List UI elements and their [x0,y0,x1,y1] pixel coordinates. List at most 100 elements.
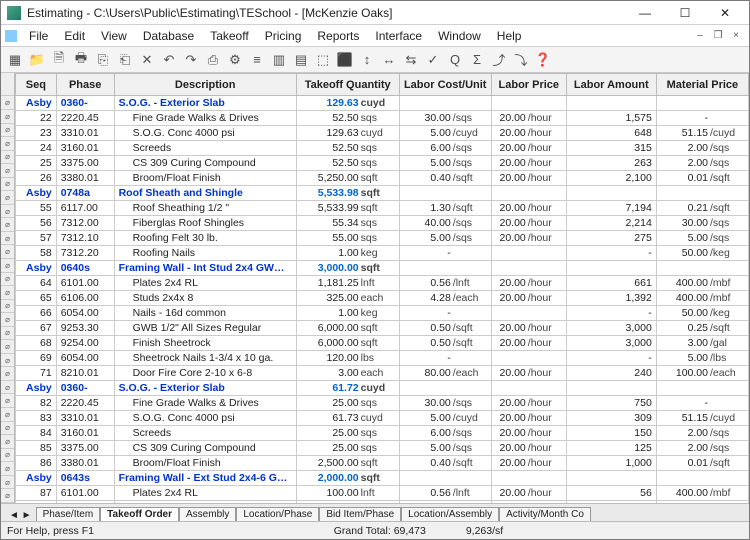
row-marker-icon[interactable]: ⌀ [1,259,14,273]
menu-reports[interactable]: Reports [309,27,367,45]
mdi-close-button[interactable]: × [727,28,745,44]
toolbar-button-23[interactable]: ⤵ [511,50,531,70]
table-row[interactable]: 853375.00CS 309 Curing Compound25.00sqs5… [16,441,749,456]
row-marker-icon[interactable]: ⌀ [1,218,14,232]
row-marker-icon[interactable]: ⌀ [1,178,14,192]
table-row[interactable]: 833310.01S.O.G. Conc 4000 psi61.73cuyd5.… [16,411,749,426]
table-row[interactable]: 718210.01Door Fire Core 2-10 x 6-83.00ea… [16,366,749,381]
col-seq[interactable]: Seq [16,74,57,96]
toolbar-button-13[interactable]: ▤ [291,50,311,70]
toolbar-button-18[interactable]: ⇆ [401,50,421,70]
sheet-tab-assembly[interactable]: Assembly [179,507,236,521]
toolbar-button-16[interactable]: ↕ [357,50,377,70]
row-marker-icon[interactable]: ⌀ [1,367,14,381]
table-row[interactable]: 876101.00Plates 2x4 RL100.00lnft0.56/lnf… [16,486,749,501]
row-marker-icon[interactable]: ⌀ [1,408,14,422]
toolbar-button-21[interactable]: Σ [467,50,487,70]
menu-view[interactable]: View [93,27,135,45]
toolbar-button-15[interactable]: ⬛ [335,50,355,70]
table-row[interactable]: 577312.10Roofing Felt 30 lb.55.00sqs5.00… [16,231,749,246]
sheet-tab-activity-month-co[interactable]: Activity/Month Co [499,507,591,521]
row-marker-icon[interactable]: ⌀ [1,273,14,287]
sheet-tab-location-phase[interactable]: Location/Phase [236,507,319,521]
toolbar-button-17[interactable]: ↔ [379,50,399,70]
toolbar-button-24[interactable]: ❓ [533,50,553,70]
table-row[interactable]: 646101.00Plates 2x4 RL1,181.25lnft0.56/l… [16,276,749,291]
row-marker-icon[interactable]: ⌀ [1,476,14,490]
col-labor-cost-unit[interactable]: Labor Cost/Unit [399,74,491,96]
menu-pricing[interactable]: Pricing [257,27,310,45]
table-row[interactable]: 222220.45Fine Grade Walks & Drives52.50s… [16,111,749,126]
toolbar-button-0[interactable]: ▦ [5,50,25,70]
row-marker-icon[interactable]: ⌀ [1,96,14,110]
mdi-minimize-button[interactable]: – [691,28,709,44]
toolbar-button-4[interactable]: ⎘ [93,50,113,70]
menu-edit[interactable]: Edit [56,27,93,45]
col-takeoff-quantity[interactable]: Takeoff Quantity [296,74,399,96]
table-row[interactable]: 263380.01Broom/Float Finish5,250.00sqft0… [16,171,749,186]
row-marker-icon[interactable]: ⌀ [1,381,14,395]
table-row[interactable]: 822220.45Fine Grade Walks & Drives25.00s… [16,396,749,411]
maximize-button[interactable]: ☐ [665,2,705,24]
sheet-nav-icon[interactable]: ◄ ► [5,510,36,521]
table-row[interactable]: 666054.00Nails - 16d common1.00keg--50.0… [16,306,749,321]
col-material-price[interactable]: Material Price [656,74,748,96]
toolbar-button-5[interactable]: ⎗ [115,50,135,70]
toolbar-button-22[interactable]: ⤴ [489,50,509,70]
data-grid[interactable]: SeqPhaseDescriptionTakeoff QuantityLabor… [15,73,749,503]
row-marker-icon[interactable]: ⌀ [1,164,14,178]
table-row[interactable]: 567312.00Fiberglas Roof Shingles55.34sqs… [16,216,749,231]
table-row[interactable]: 679253.30GWB 1/2" All Sizes Regular6,000… [16,321,749,336]
toolbar-button-6[interactable]: ✕ [137,50,157,70]
menu-database[interactable]: Database [135,27,202,45]
sheet-tab-bid-item-phase[interactable]: Bid Item/Phase [319,507,401,521]
toolbar-button-14[interactable]: ⬚ [313,50,333,70]
toolbar-button-11[interactable]: ≡ [247,50,267,70]
toolbar-button-8[interactable]: ↷ [181,50,201,70]
table-row[interactable]: Asby0640sFraming Wall - Int Stud 2x4 GWB… [16,261,749,276]
menu-takeoff[interactable]: Takeoff [202,27,256,45]
col-description[interactable]: Description [114,74,296,96]
sheet-tab-takeoff-order[interactable]: Takeoff Order [100,507,179,521]
row-marker-icon[interactable]: ⌀ [1,191,14,205]
row-marker-icon[interactable]: ⌀ [1,232,14,246]
menu-interface[interactable]: Interface [367,27,430,45]
table-row[interactable]: 556117.00Roof Sheathing 1/2 "5,533.99sqf… [16,201,749,216]
toolbar-button-9[interactable]: ⎙ [203,50,223,70]
table-row[interactable]: 233310.01S.O.G. Conc 4000 psi129.63cuyd5… [16,126,749,141]
row-marker-icon[interactable]: ⌀ [1,462,14,476]
row-marker-icon[interactable]: ⌀ [1,151,14,165]
row-marker-icon[interactable]: ⌀ [1,300,14,314]
row-marker-icon[interactable]: ⌀ [1,327,14,341]
row-marker-icon[interactable]: ⌀ [1,313,14,327]
row-marker-icon[interactable]: ⌀ [1,110,14,124]
table-row[interactable]: 587312.20Roofing Nails1.00keg--50.00/keg [16,246,749,261]
menu-file[interactable]: File [21,27,56,45]
row-marker-icon[interactable]: ⌀ [1,245,14,259]
table-row[interactable]: 689254.00Finish Sheetrock6,000.00sqft0.5… [16,336,749,351]
table-row[interactable]: 253375.00CS 309 Curing Compound52.50sqs5… [16,156,749,171]
table-row[interactable]: 863380.01Broom/Float Finish2,500.00sqft0… [16,456,749,471]
minimize-button[interactable]: — [625,2,665,24]
col-labor-amount[interactable]: Labor Amount [566,74,656,96]
toolbar-button-20[interactable]: Q [445,50,465,70]
row-marker-icon[interactable]: ⌀ [1,394,14,408]
table-row[interactable]: Asby0748aRoof Sheath and Shingle5,533.98… [16,186,749,201]
row-marker-icon[interactable]: ⌀ [1,205,14,219]
toolbar-button-3[interactable]: 🖶 [71,50,91,70]
row-marker-icon[interactable]: ⌀ [1,286,14,300]
row-marker-icon[interactable]: ⌀ [1,124,14,138]
row-marker-icon[interactable]: ⌀ [1,422,14,436]
table-row[interactable]: 843160.01Screeds25.00sqs6.00/sqs20.00/ho… [16,426,749,441]
table-row[interactable]: Asby0360-S.O.G. - Exterior Slab129.63cuy… [16,96,749,111]
table-row[interactable]: 243160.01Screeds52.50sqs6.00/sqs20.00/ho… [16,141,749,156]
row-marker-icon[interactable]: ⌀ [1,449,14,463]
table-row[interactable]: Asby0360-S.O.G. - Exterior Slab61.72cuyd [16,381,749,396]
row-marker-icon[interactable]: ⌀ [1,137,14,151]
menu-help[interactable]: Help [489,27,530,45]
mdi-restore-button[interactable]: ❐ [709,28,727,44]
toolbar-button-7[interactable]: ↶ [159,50,179,70]
row-marker-icon[interactable]: ⌀ [1,489,14,503]
toolbar-button-1[interactable]: 📁 [27,50,47,70]
table-row[interactable]: Asby0643sFraming Wall - Ext Stud 2x4-6 G… [16,471,749,486]
